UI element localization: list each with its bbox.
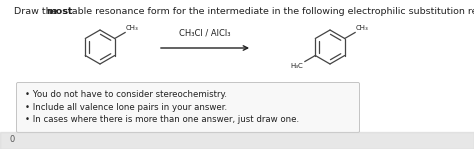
Text: CH₃Cl / AlCl₃: CH₃Cl / AlCl₃: [179, 29, 231, 38]
Text: H₃C: H₃C: [290, 62, 303, 69]
Text: CH₃: CH₃: [126, 25, 139, 31]
Text: Draw the: Draw the: [14, 7, 61, 16]
Text: CH₃: CH₃: [356, 25, 369, 31]
Bar: [0, 132, 474, 149]
Text: • Include all valence lone pairs in your answer.: • Include all valence lone pairs in your…: [25, 103, 227, 111]
Text: stable resonance form for the intermediate in the following electrophilic substi: stable resonance form for the intermedia…: [60, 7, 474, 16]
FancyBboxPatch shape: [17, 83, 359, 132]
Text: 0: 0: [10, 135, 15, 145]
Text: most: most: [46, 7, 73, 16]
Text: • You do not have to consider stereochemistry.: • You do not have to consider stereochem…: [25, 90, 227, 99]
Text: • In cases where there is more than one answer, just draw one.: • In cases where there is more than one …: [25, 115, 299, 124]
